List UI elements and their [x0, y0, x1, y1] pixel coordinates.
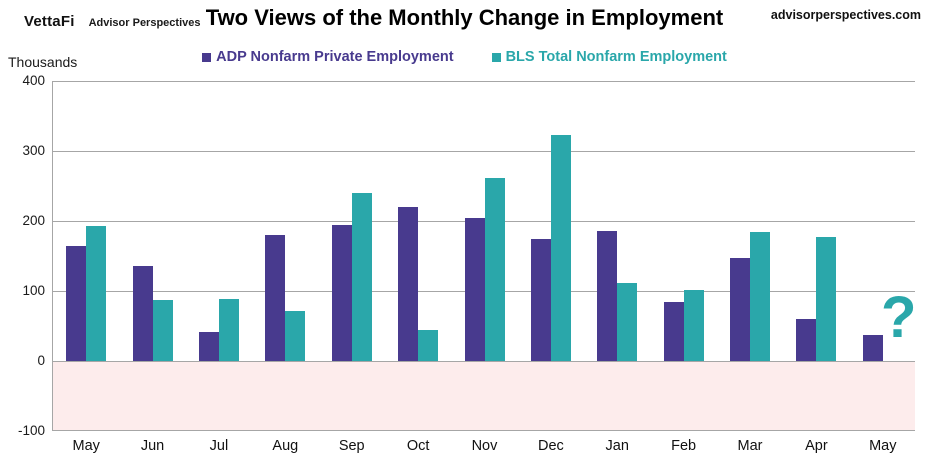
x-axis-tick-label: Oct	[406, 438, 430, 454]
advisor-perspectives-logo-text: Advisor Perspectives	[88, 17, 201, 29]
bar-bls-feb-9	[683, 289, 704, 361]
bar-bls-jan-8	[617, 283, 638, 361]
bls-swatch-icon	[491, 52, 501, 62]
adp-swatch-icon	[202, 52, 212, 62]
vettafi-logo: VettaFi Advisor Perspectives	[24, 13, 200, 30]
x-axis-tick-label: Feb	[671, 438, 697, 454]
y-axis-tick-label: 200	[22, 213, 45, 228]
legend-item-bls: BLS Total Nonfarm Employment	[491, 49, 727, 65]
x-axis-tick-label: Dec	[537, 438, 564, 454]
legend-label-bls: BLS Total Nonfarm Employment	[505, 49, 727, 65]
y-axis-tick-label: -100	[17, 423, 45, 438]
bar-adp-oct-5	[398, 207, 419, 361]
gridline-300	[53, 151, 915, 152]
bar-bls-dec-7	[550, 134, 571, 361]
bar-adp-jul-2	[198, 331, 219, 361]
x-axis-tick-label: Jan	[605, 438, 629, 454]
bar-bls-apr-11	[816, 237, 837, 361]
bar-bls-jun-1	[152, 300, 173, 361]
x-axis-tick-label: Aug	[272, 438, 299, 454]
vettafi-logo-text: VettaFi	[24, 13, 75, 30]
missing-value-question-mark: ?	[881, 285, 917, 350]
legend-item-adp: ADP Nonfarm Private Employment	[202, 49, 454, 65]
gridline-0	[53, 361, 915, 362]
x-axis-tick-label: Jul	[209, 438, 229, 454]
x-axis-tick-label: May	[72, 438, 100, 454]
bar-bls-jul-2	[218, 299, 239, 361]
x-axis-tick-label: Apr	[805, 438, 828, 454]
bar-adp-may-12	[862, 335, 883, 361]
y-axis-units-label: Thousands	[8, 54, 78, 70]
y-axis-tick-label: 0	[37, 353, 45, 368]
bar-bls-aug-3	[285, 311, 306, 361]
below-zero-region	[53, 361, 915, 431]
bar-adp-aug-3	[265, 235, 286, 361]
bar-adp-jan-8	[597, 230, 618, 361]
bar-adp-apr-11	[796, 319, 817, 361]
legend-label-adp: ADP Nonfarm Private Employment	[216, 49, 454, 65]
bar-bls-oct-5	[418, 330, 439, 361]
bar-bls-nov-6	[484, 178, 505, 361]
bar-adp-nov-6	[464, 218, 485, 361]
x-axis-tick-label: Nov	[471, 438, 498, 454]
gridline-400	[53, 81, 915, 82]
bar-adp-dec-7	[530, 238, 551, 361]
x-axis-tick-label: Sep	[338, 438, 365, 454]
website-url: advisorperspectives.com	[770, 8, 921, 22]
x-axis-tick-label: May	[869, 438, 897, 454]
gridline--100	[53, 430, 915, 431]
x-axis-tick-label: Jun	[140, 438, 165, 454]
bar-chart-plot-area: 400 300 200 100 0 -100 May Jun Jul Aug Sep Oct Nov De…	[18, 73, 917, 454]
bar-bls-sep-4	[351, 193, 372, 361]
bar-adp-sep-4	[331, 224, 352, 361]
bar-bls-may-0	[86, 225, 107, 361]
bar-adp-feb-9	[663, 302, 684, 361]
x-axis-tick-label: Mar	[737, 438, 763, 454]
bar-adp-jun-1	[132, 265, 153, 361]
y-axis-tick-label: 100	[22, 283, 45, 298]
bar-bls-mar-10	[750, 231, 771, 361]
bar-adp-may-0	[66, 246, 87, 361]
chart-legend: ADP Nonfarm Private Employment BLS Total…	[0, 49, 929, 65]
bar-adp-mar-10	[730, 258, 751, 361]
y-axis-tick-label: 400	[22, 73, 45, 88]
chart-title: Two Views of the Monthly Change in Emplo…	[205, 5, 724, 30]
y-axis-tick-label: 300	[22, 143, 45, 158]
